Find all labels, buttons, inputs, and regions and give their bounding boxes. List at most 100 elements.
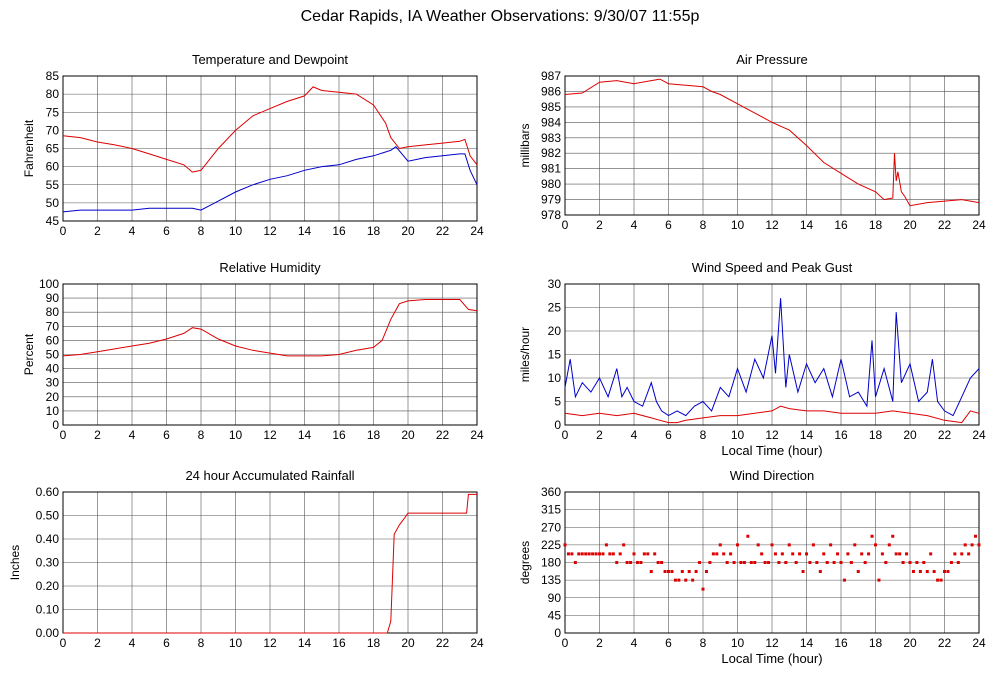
data-point bbox=[601, 552, 605, 556]
x-tick-label: 8 bbox=[700, 636, 707, 650]
y-tick-label: 20 bbox=[548, 324, 562, 338]
data-point bbox=[598, 552, 601, 556]
y-tick-label: 978 bbox=[541, 208, 561, 222]
y-tick-label: 70 bbox=[46, 319, 60, 333]
y-axis-label: millibars bbox=[518, 123, 532, 167]
data-point bbox=[611, 552, 615, 556]
y-tick-label: 0 bbox=[52, 418, 59, 432]
series-line-0 bbox=[564, 78, 980, 207]
data-point bbox=[746, 534, 750, 538]
data-point bbox=[660, 561, 664, 564]
y-tick-label: 0.30 bbox=[36, 556, 60, 570]
data-point bbox=[870, 534, 874, 538]
x-tick-label: 2 bbox=[596, 636, 603, 650]
x-tick-label: 10 bbox=[731, 636, 745, 650]
x-tick-label: 14 bbox=[298, 636, 312, 650]
x-tick-label: 8 bbox=[198, 428, 205, 442]
series-line-1 bbox=[564, 405, 980, 424]
data-point bbox=[667, 570, 670, 574]
x-tick-label: 12 bbox=[263, 224, 277, 238]
data-point bbox=[911, 570, 915, 574]
x-tick-label: 10 bbox=[229, 224, 243, 238]
data-point bbox=[566, 552, 570, 556]
data-point bbox=[591, 552, 595, 556]
x-tick-label: 6 bbox=[163, 428, 170, 442]
y-tick-label: 982 bbox=[541, 146, 561, 160]
x-tick-label: 24 bbox=[470, 224, 484, 238]
data-point bbox=[963, 543, 967, 547]
data-point bbox=[877, 578, 881, 582]
chart-title: Wind Speed and Peak Gust bbox=[692, 260, 853, 275]
series-line-0 bbox=[63, 493, 477, 634]
y-tick-label: 980 bbox=[541, 177, 561, 191]
x-tick-label: 10 bbox=[731, 428, 745, 442]
x-tick-label: 6 bbox=[665, 428, 672, 442]
y-tick-label: 30 bbox=[548, 277, 562, 291]
data-point bbox=[829, 543, 833, 547]
data-point bbox=[929, 552, 933, 556]
y-tick-label: 80 bbox=[46, 305, 60, 319]
y-axis-label: miles/hour bbox=[518, 327, 532, 382]
data-point bbox=[787, 543, 791, 547]
data-point bbox=[580, 552, 584, 556]
y-tick-label: 65 bbox=[46, 142, 60, 156]
data-point bbox=[573, 561, 577, 564]
data-point bbox=[949, 561, 953, 564]
data-point bbox=[825, 561, 829, 564]
data-point bbox=[849, 561, 853, 564]
data-point bbox=[756, 543, 760, 547]
x-tick-label: 24 bbox=[470, 636, 484, 650]
data-point bbox=[680, 570, 684, 574]
y-tick-label: 85 bbox=[46, 69, 60, 83]
data-point bbox=[570, 552, 574, 556]
data-point bbox=[732, 561, 736, 564]
y-tick-label: 50 bbox=[46, 196, 60, 210]
x-tick-label: 18 bbox=[367, 428, 381, 442]
x-tick-label: 14 bbox=[800, 636, 814, 650]
data-point bbox=[960, 552, 964, 556]
x-tick-label: 16 bbox=[834, 428, 848, 442]
data-point bbox=[915, 561, 919, 564]
data-point bbox=[701, 587, 705, 591]
y-tick-label: 50 bbox=[46, 348, 60, 362]
data-point bbox=[925, 570, 929, 574]
chart-title: Air Pressure bbox=[736, 52, 808, 67]
x-tick-label: 20 bbox=[903, 428, 917, 442]
x-tick-label: 16 bbox=[332, 224, 346, 238]
data-point bbox=[704, 570, 708, 574]
y-tick-label: 360 bbox=[541, 485, 561, 499]
x-tick-label: 24 bbox=[470, 428, 484, 442]
data-point bbox=[632, 552, 636, 556]
data-point bbox=[818, 570, 822, 574]
data-point bbox=[770, 543, 774, 547]
data-point bbox=[891, 534, 895, 538]
y-tick-label: 10 bbox=[548, 371, 562, 385]
data-point bbox=[684, 578, 688, 582]
data-point bbox=[749, 561, 753, 564]
x-tick-label: 20 bbox=[903, 218, 917, 232]
data-point bbox=[642, 552, 646, 556]
y-axis-label: Fahrenheit bbox=[22, 119, 36, 177]
data-point bbox=[936, 578, 940, 582]
x-tick-label: 8 bbox=[700, 428, 707, 442]
y-tick-label: 987 bbox=[541, 69, 561, 83]
data-point bbox=[635, 561, 639, 564]
x-tick-label: 8 bbox=[198, 224, 205, 238]
x-tick-label: 24 bbox=[972, 218, 986, 232]
y-tick-label: 0.50 bbox=[36, 509, 60, 523]
data-point bbox=[608, 552, 612, 556]
data-point bbox=[639, 561, 643, 564]
y-tick-label: 0.00 bbox=[36, 626, 60, 640]
data-point bbox=[808, 561, 812, 564]
series-line-0 bbox=[62, 299, 478, 357]
data-point bbox=[718, 543, 722, 547]
x-axis-label: Local Time (hour) bbox=[721, 443, 822, 458]
data-point bbox=[594, 552, 598, 556]
data-point bbox=[805, 552, 808, 556]
x-tick-label: 10 bbox=[731, 218, 745, 232]
data-point bbox=[853, 543, 857, 547]
x-tick-label: 2 bbox=[94, 224, 101, 238]
plot-frame bbox=[564, 491, 980, 634]
data-point bbox=[967, 552, 971, 556]
